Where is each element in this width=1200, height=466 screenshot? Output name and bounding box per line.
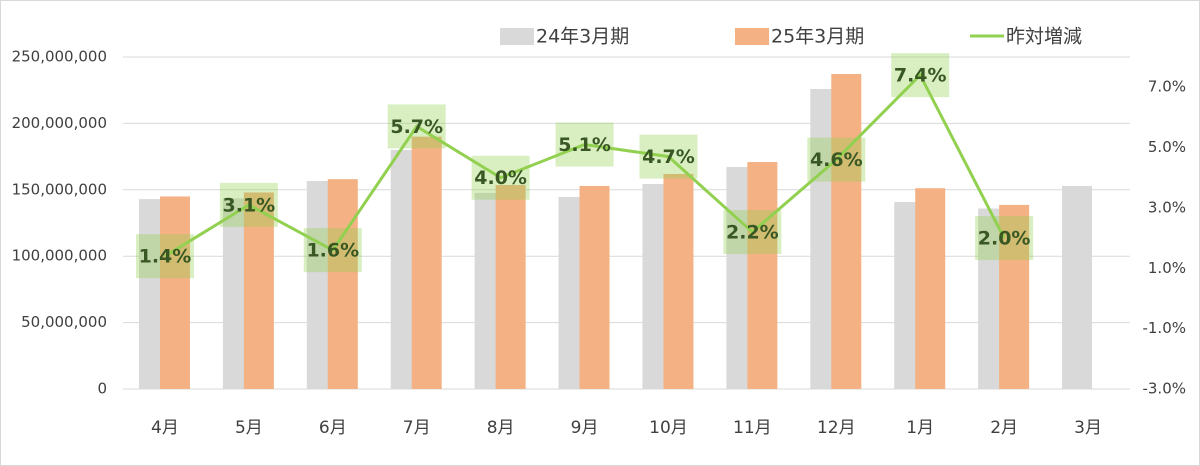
data-label-box [135, 234, 194, 279]
legend-swatch [500, 28, 534, 45]
data-label: 4.6% [810, 149, 863, 171]
data-label-box [555, 122, 614, 167]
data-label-box [975, 216, 1034, 261]
y-tick-label: 250,000,000 [12, 48, 107, 66]
legend-swatch [735, 28, 769, 45]
data-label: 2.0% [978, 228, 1031, 250]
data-label-box [639, 134, 698, 179]
legend-label: 25年3月期 [771, 26, 864, 48]
bar [579, 185, 610, 389]
data-label: 7.4% [894, 65, 947, 87]
y2-tick-label: 7.0% [1148, 78, 1186, 96]
x-tick-label: 2月 [990, 418, 1018, 438]
data-label-box [219, 182, 278, 227]
x-tick-label: 10月 [649, 418, 688, 438]
bar [915, 188, 946, 389]
legend-label: 昨対増減 [1006, 26, 1082, 48]
data-label: 1.6% [306, 240, 359, 262]
data-label: 5.7% [390, 116, 443, 138]
data-label-box [807, 137, 866, 182]
y2-tick-label: -1.0% [1142, 319, 1186, 337]
bar [747, 162, 778, 389]
data-label-box [303, 228, 362, 273]
bar [243, 192, 274, 389]
legend-label: 24年3月期 [536, 26, 629, 48]
y2-tick-label: 5.0% [1148, 138, 1186, 156]
data-label-box [387, 104, 446, 149]
y-tick-label: 200,000,000 [12, 114, 107, 132]
bar [327, 179, 358, 389]
bar [411, 136, 442, 389]
data-label: 4.7% [642, 146, 695, 168]
x-tick-label: 12月 [817, 418, 856, 438]
bar [1062, 185, 1093, 389]
y2-tick-label: 1.0% [1148, 259, 1186, 277]
y2-tick-label: -3.0% [1142, 380, 1186, 398]
bar [495, 185, 526, 389]
bar [663, 173, 694, 389]
data-label-box [891, 53, 950, 98]
x-tick-label: 6月 [319, 418, 347, 438]
data-label: 5.1% [558, 134, 611, 156]
x-tick-label: 3月 [1074, 418, 1102, 438]
x-tick-label: 4月 [151, 418, 179, 438]
x-tick-label: 11月 [733, 418, 772, 438]
y-tick-label: 50,000,000 [21, 313, 107, 331]
line [164, 72, 1006, 258]
y-tick-label: 0 [97, 380, 107, 398]
x-tick-label: 5月 [235, 418, 263, 438]
y-tick-label: 150,000,000 [12, 180, 107, 198]
data-label: 3.1% [223, 194, 276, 216]
data-label: 4.0% [474, 167, 527, 189]
bar [831, 73, 862, 389]
bar [159, 196, 190, 389]
y2-tick-label: 3.0% [1148, 198, 1186, 216]
data-label: 2.2% [726, 222, 779, 244]
x-tick-label: 9月 [571, 418, 599, 438]
x-tick-label: 7月 [403, 418, 431, 438]
data-label: 1.4% [139, 246, 192, 268]
x-tick-label: 8月 [487, 418, 515, 438]
x-tick-label: 1月 [906, 418, 934, 438]
data-label-box [723, 210, 782, 255]
y-tick-label: 100,000,000 [12, 247, 107, 265]
data-label-box [471, 155, 530, 200]
